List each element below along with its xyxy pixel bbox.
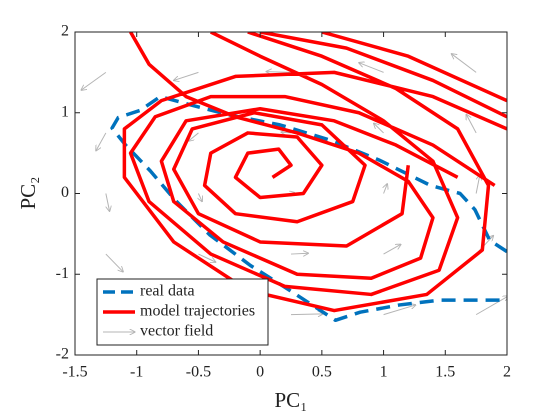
- x-axis-label: PC₁: [274, 388, 307, 412]
- legend-label: vector field: [140, 323, 213, 340]
- vector-arrow: [383, 305, 416, 316]
- x-tick-label: 0.5: [312, 364, 332, 381]
- vector-arrow: [383, 244, 401, 255]
- vector-arrow: [451, 54, 477, 73]
- y-tick-label: -1: [56, 265, 69, 282]
- vector-arrow: [105, 253, 123, 272]
- vector-arrow: [81, 71, 107, 90]
- vector-arrow: [359, 63, 384, 73]
- vector-arrow: [374, 123, 384, 134]
- vector-arrow: [466, 114, 477, 134]
- x-tick-label: 1.5: [435, 364, 455, 381]
- y-tick-label: 2: [61, 23, 69, 40]
- y-tick-label: -2: [56, 346, 69, 363]
- x-tick-label: 2: [503, 364, 511, 381]
- trajectory-line: [122, 32, 507, 313]
- x-tick-label: 1: [380, 364, 388, 381]
- vector-arrow: [198, 253, 215, 262]
- vector-arrow: [290, 253, 308, 254]
- x-tick-label: 0: [256, 364, 264, 381]
- legend-label: real data: [140, 283, 195, 300]
- vector-arrow: [281, 132, 292, 133]
- vector-arrow: [475, 175, 480, 194]
- vector-arrow: [105, 193, 110, 212]
- x-tick-label: -0.5: [186, 364, 211, 381]
- vector-arrow: [475, 296, 507, 316]
- y-axis-label: PC₂: [16, 176, 40, 209]
- vector-arrow: [198, 193, 202, 202]
- vector-arrow: [189, 132, 199, 141]
- vector-arrow: [266, 72, 292, 73]
- vector-arrow: [174, 71, 199, 80]
- vector-arrow: [96, 132, 107, 151]
- x-tick-label: -1: [130, 364, 143, 381]
- y-tick-label: 0: [61, 184, 69, 201]
- y-tick-label: 1: [61, 103, 69, 120]
- vector-arrow: [384, 184, 388, 194]
- data-line-dashed: [110, 94, 507, 323]
- vector-arrow: [290, 314, 323, 315]
- legend-label: model trajectories: [140, 303, 255, 320]
- x-tick-label: -1.5: [62, 364, 87, 381]
